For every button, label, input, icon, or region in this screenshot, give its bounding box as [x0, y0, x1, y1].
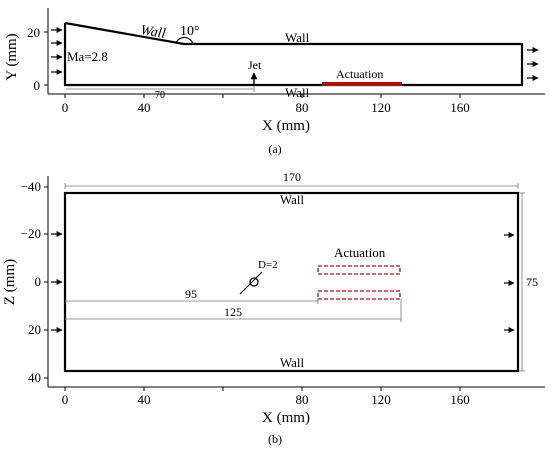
panel-a-y-tick-label: 0	[34, 78, 41, 93]
panel-a-x-tick-label: 80	[296, 100, 309, 115]
panel-b-y-tick-label: 20	[28, 322, 41, 337]
panel-b-top-wall-label: Wall	[280, 192, 305, 207]
panel-b-diameter-leader	[239, 271, 263, 295]
panel-b-dim-95-label: 95	[185, 287, 197, 301]
panel-a-bottom-wall-label: Wall	[285, 85, 310, 100]
panel-a-top-wall-label: Wall	[285, 30, 310, 45]
panel-a-x-tick-label: 160	[450, 100, 470, 115]
panel-b-actuation-label: Actuation	[334, 245, 386, 260]
panel-a-inclined-wall-label: Wall	[139, 23, 166, 42]
panel-b-bottom-wall-label: Wall	[280, 355, 305, 370]
panel-a-actuation-label: Actuation	[336, 67, 383, 81]
panel-b-x-axis-label: X (mm)	[262, 410, 310, 426]
panel-b-y-tick-label: −40	[21, 179, 41, 194]
panel-a-y-axis-label: Y (mm)	[4, 33, 20, 80]
panel-b-dim-125-label: 125	[224, 305, 242, 319]
panel-b-x-tick-label: 40	[138, 392, 151, 407]
panel-b-jet-orifice	[249, 277, 259, 287]
panel-a: 20 0 0 40 80 120 160 X (mm) Y (mm) 70	[4, 8, 545, 156]
panel-a-jet-label: Jet	[248, 58, 262, 72]
panel-a-actuation-region	[322, 82, 402, 86]
panel-b-actuation-region-lower	[317, 290, 401, 300]
panel-b-y-tick-label: 0	[35, 274, 42, 289]
panel-a-x-tick-label: 120	[371, 100, 391, 115]
panel-b-y-axis-label: Z (mm)	[2, 259, 18, 305]
panel-b-x-tick-label: 160	[450, 392, 470, 407]
panel-b-x-tick-label: 120	[371, 392, 391, 407]
panel-b-x-tick-label: 80	[296, 392, 309, 407]
panel-b-diameter-label: D=2	[258, 259, 278, 271]
panel-b-height-dimension-label: 75	[526, 275, 538, 289]
panel-a-x-tick-label: 0	[62, 100, 69, 115]
panel-b-width-dimension-label: 170	[283, 170, 301, 184]
panel-b-x-tick-label: 0	[62, 392, 69, 407]
panel-b-y-tick-label: 40	[28, 370, 41, 385]
panel-a-mach-label: Ma=2.8	[67, 49, 108, 64]
panel-b-y-tick-label: −20	[21, 226, 41, 241]
panel-a-dimension-label: 70	[155, 90, 165, 101]
panel-b-actuation-region-upper	[317, 265, 401, 275]
panel-b-caption: (b)	[268, 432, 282, 446]
panel-a-x-tick-label: 40	[138, 100, 151, 115]
panel-a-x-axis-label: X (mm)	[262, 118, 310, 134]
panel-b: −40 −20 0 20 40 0 40 80 120 160 X (mm) Z…	[2, 170, 545, 446]
panel-a-channel-outline	[63, 21, 524, 87]
panel-a-y-tick-label: 20	[27, 25, 40, 40]
panel-a-caption: (a)	[268, 142, 281, 156]
panel-b-domain-outline	[63, 191, 520, 373]
panel-a-angle-label: 10°	[180, 24, 200, 39]
panel-a-angle-arc	[175, 36, 194, 45]
